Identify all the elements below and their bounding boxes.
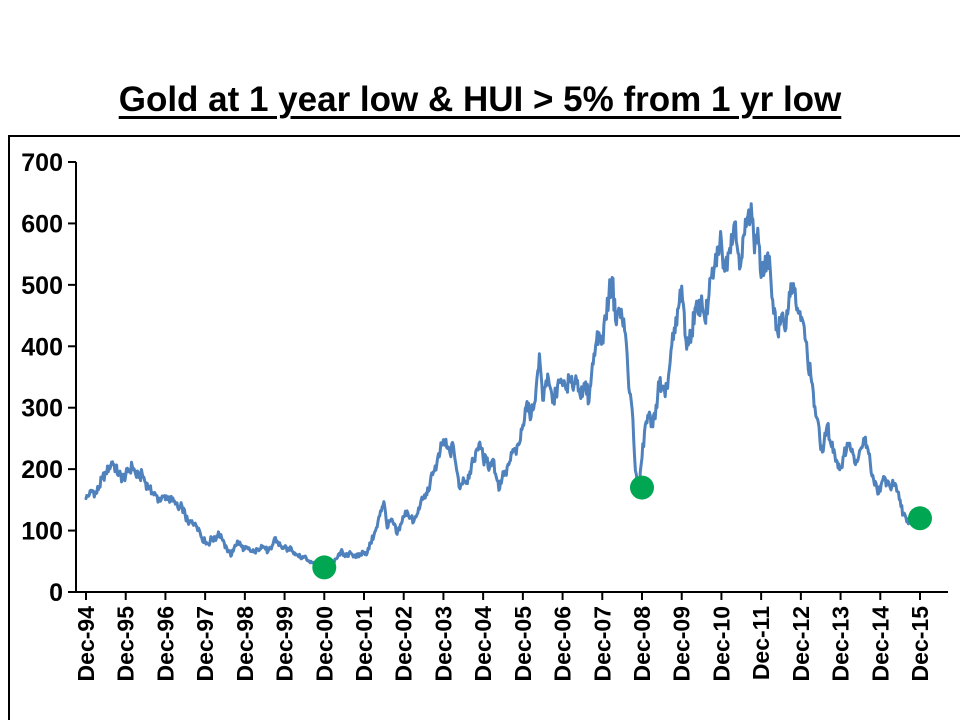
x-tick-label: Dec-00 [311,606,337,681]
x-tick-label: Dec-97 [192,606,218,681]
x-tick-label: Dec-08 [629,606,655,682]
y-tick-label: 300 [21,395,63,423]
x-tick-label: Dec-98 [232,606,258,682]
x-tick-label: Dec-94 [73,606,99,682]
low-point-marker-dec-00 [312,555,337,580]
x-tick-label: Dec-04 [470,606,496,682]
x-tick-label: Dec-15 [907,606,933,682]
x-tick-label: Dec-99 [272,606,298,681]
y-tick-label: 400 [21,333,63,361]
x-tick-label: Dec-95 [113,606,139,682]
y-tick-label: 700 [21,149,63,177]
low-point-marker-dec-15 [908,506,932,531]
y-tick-label: 500 [21,272,63,300]
x-tick-label: Dec-12 [788,606,814,681]
x-tick-label: Dec-10 [708,606,734,681]
hui-series-line [84,202,922,572]
y-tick-label: 600 [21,210,63,238]
x-tick-label: Dec-03 [430,606,456,681]
chart-title: Gold at 1 year low & HUI > 5% from 1 yr … [118,80,842,119]
x-tick-label: Dec-07 [589,606,615,681]
x-tick-label: Dec-02 [391,606,417,681]
y-tick-label: 200 [21,456,63,484]
x-tick-label: Dec-14 [867,606,893,682]
x-tick-label: Dec-01 [351,606,377,682]
y-tick-label: 0 [49,579,63,607]
x-tick-label: Dec-96 [152,606,178,681]
chart-frame: 0 100 200 300 400 500 600 700 Dec-94 Dec-95 Dec-96… [8,135,960,720]
hui-line-chart: 0 100 200 300 400 500 600 700 Dec-94 Dec-95 Dec-96… [21,149,948,682]
x-tick-label: Dec-13 [828,606,854,681]
x-tick-label: Dec-05 [510,606,536,682]
low-point-marker-dec-08 [630,475,654,500]
y-tick-label: 100 [21,518,63,546]
x-tick-label: Dec-11 [748,606,774,680]
x-tick-label: Dec-06 [550,606,576,681]
x-tick-label: Dec-09 [669,606,695,681]
